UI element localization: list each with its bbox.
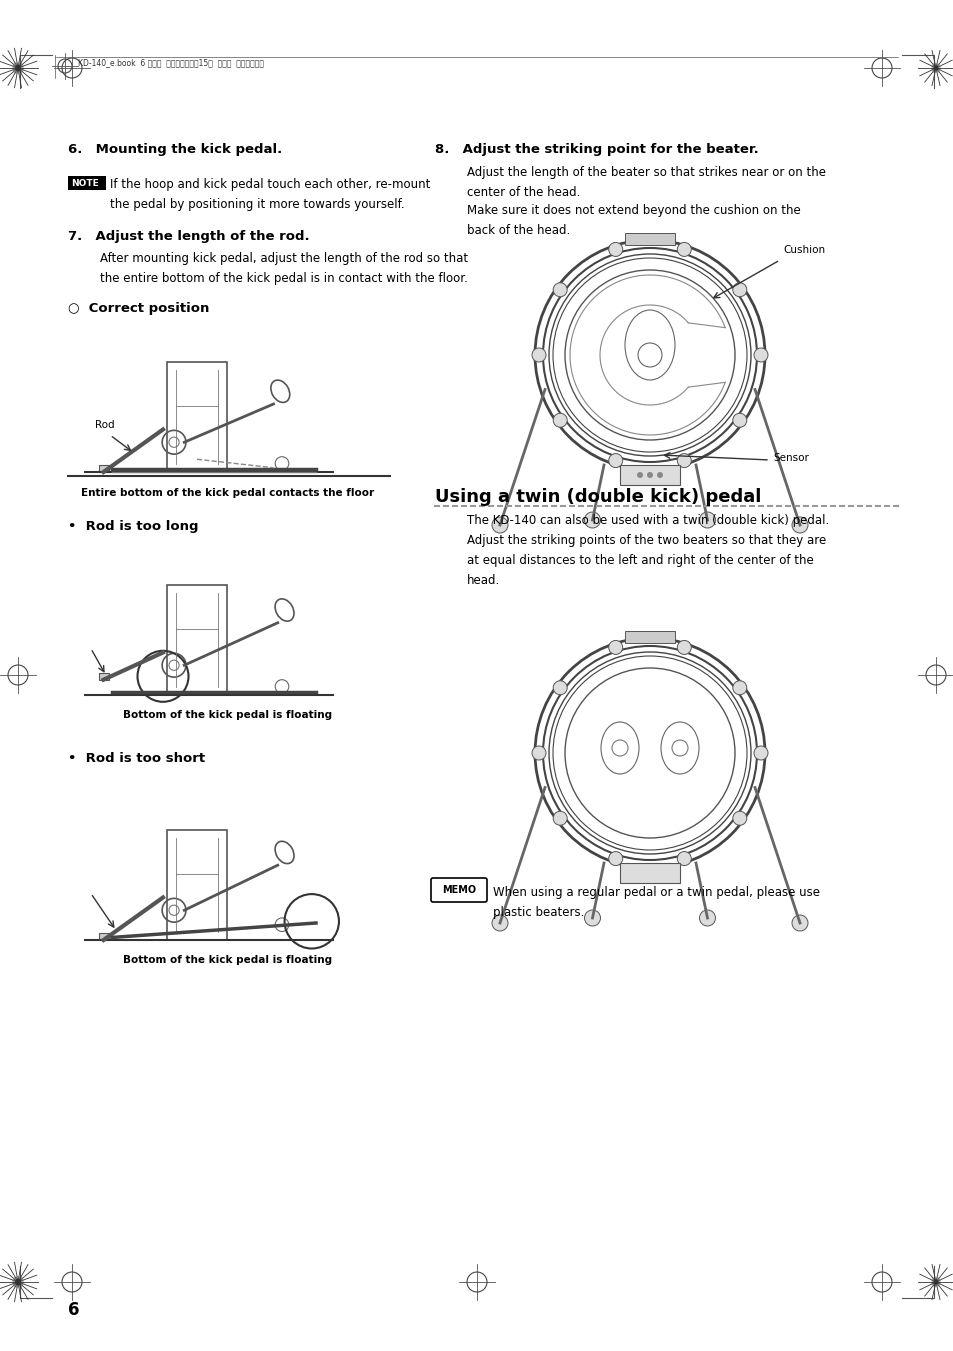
Bar xyxy=(99,465,110,471)
Circle shape xyxy=(608,454,622,467)
Text: KD-140_e.book  6 ページ  ２０２１年７月15日  木曜日  午後６晎５分: KD-140_e.book 6 ページ ２０２１年７月15日 木曜日 午後６晎５… xyxy=(78,58,264,68)
Circle shape xyxy=(732,681,746,694)
Circle shape xyxy=(933,1279,938,1285)
Circle shape xyxy=(15,1279,21,1285)
Circle shape xyxy=(608,242,622,257)
Bar xyxy=(624,232,675,245)
Circle shape xyxy=(492,517,507,534)
Bar xyxy=(167,585,227,694)
Circle shape xyxy=(699,512,715,528)
Circle shape xyxy=(677,242,691,257)
Circle shape xyxy=(584,512,599,528)
Text: If the hoop and kick pedal touch each other, re-mount
the pedal by positioning i: If the hoop and kick pedal touch each ot… xyxy=(110,178,430,211)
Text: Using a twin (double kick) pedal: Using a twin (double kick) pedal xyxy=(435,488,760,507)
Circle shape xyxy=(657,471,662,478)
Bar xyxy=(99,934,110,940)
Bar xyxy=(167,362,227,471)
Circle shape xyxy=(732,282,746,297)
Circle shape xyxy=(553,413,567,427)
Circle shape xyxy=(553,681,567,694)
Text: Make sure it does not extend beyond the cushion on the
back of the head.: Make sure it does not extend beyond the … xyxy=(467,204,800,236)
Circle shape xyxy=(753,349,767,362)
Circle shape xyxy=(553,811,567,825)
Circle shape xyxy=(608,640,622,654)
Text: Adjust the striking points of the two beaters so that they are
at equal distance: Adjust the striking points of the two be… xyxy=(467,534,825,586)
Text: When using a regular pedal or a twin pedal, please use
plastic beaters.: When using a regular pedal or a twin ped… xyxy=(493,886,820,919)
Text: •  Rod is too short: • Rod is too short xyxy=(68,753,205,765)
Circle shape xyxy=(677,454,691,467)
Text: Bottom of the kick pedal is floating: Bottom of the kick pedal is floating xyxy=(123,711,333,720)
Text: Entire bottom of the kick pedal contacts the floor: Entire bottom of the kick pedal contacts… xyxy=(81,488,375,499)
Circle shape xyxy=(584,911,599,925)
Text: 6. Mounting the kick pedal.: 6. Mounting the kick pedal. xyxy=(68,143,282,155)
Circle shape xyxy=(646,471,652,478)
Circle shape xyxy=(699,911,715,925)
Text: Bottom of the kick pedal is floating: Bottom of the kick pedal is floating xyxy=(123,955,333,965)
FancyBboxPatch shape xyxy=(431,878,486,902)
Text: Sensor: Sensor xyxy=(772,453,808,463)
Bar xyxy=(624,631,675,643)
Text: NOTE: NOTE xyxy=(71,178,99,188)
Circle shape xyxy=(492,915,507,931)
Text: ○  Correct position: ○ Correct position xyxy=(68,303,209,315)
Text: After mounting kick pedal, adjust the length of the rod so that
the entire botto: After mounting kick pedal, adjust the le… xyxy=(100,253,468,285)
Circle shape xyxy=(791,915,807,931)
Circle shape xyxy=(532,746,545,761)
Circle shape xyxy=(608,851,622,866)
Text: Adjust the length of the beater so that strikes near or on the
center of the hea: Adjust the length of the beater so that … xyxy=(467,166,825,199)
Circle shape xyxy=(637,471,642,478)
Circle shape xyxy=(791,517,807,534)
Text: 8. Adjust the striking point for the beater.: 8. Adjust the striking point for the bea… xyxy=(435,143,758,155)
Text: 7. Adjust the length of the rod.: 7. Adjust the length of the rod. xyxy=(68,230,310,243)
Circle shape xyxy=(15,65,21,72)
Circle shape xyxy=(677,851,691,866)
Circle shape xyxy=(732,811,746,825)
Circle shape xyxy=(532,349,545,362)
Text: •  Rod is too long: • Rod is too long xyxy=(68,520,198,534)
Text: 6: 6 xyxy=(68,1301,79,1319)
Text: MEMO: MEMO xyxy=(441,885,476,894)
Text: Rod: Rod xyxy=(95,420,114,430)
FancyBboxPatch shape xyxy=(68,176,106,190)
Circle shape xyxy=(933,65,938,70)
Circle shape xyxy=(677,640,691,654)
Circle shape xyxy=(553,282,567,297)
Text: The KD-140 can also be used with a twin (double kick) pedal.: The KD-140 can also be used with a twin … xyxy=(467,513,828,527)
Text: Cushion: Cushion xyxy=(782,245,824,255)
Bar xyxy=(167,830,227,940)
Bar xyxy=(619,863,679,884)
Circle shape xyxy=(732,413,746,427)
Circle shape xyxy=(753,746,767,761)
Bar xyxy=(619,465,679,485)
Bar xyxy=(99,673,110,680)
